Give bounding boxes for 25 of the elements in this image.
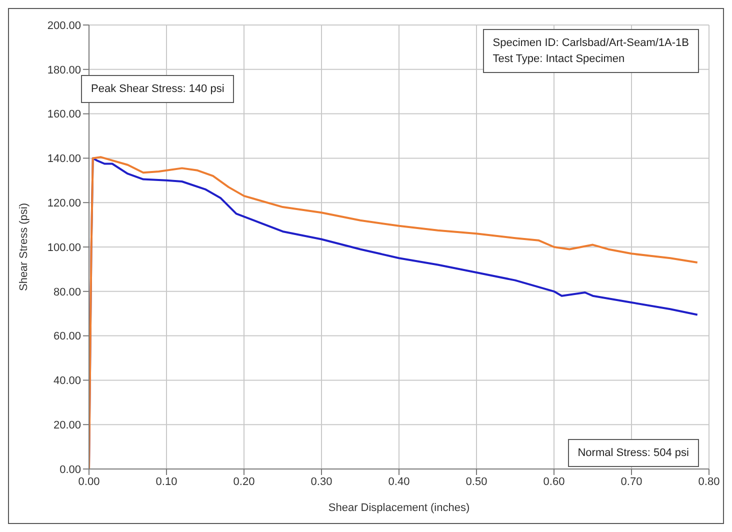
x-tick-label: 0.80	[698, 476, 720, 488]
y-tick-label: 180.00	[47, 64, 81, 76]
x-tick-label: 0.50	[466, 476, 488, 488]
y-tick-label: 200.00	[47, 20, 81, 32]
x-tick-label: 0.70	[620, 476, 642, 488]
y-tick-label: 160.00	[47, 108, 81, 121]
x-tick-label: 0.00	[78, 476, 100, 488]
y-tick-label: 120.00	[47, 198, 81, 210]
x-tick-label: 0.10	[156, 476, 178, 488]
y-tick-label: 40.00	[53, 375, 81, 388]
y-tick-label: 80.00	[53, 286, 81, 298]
y-tick-label: 140.00	[47, 153, 81, 166]
annotation: Normal Stress: 504 psi	[568, 439, 699, 467]
annotation: Peak Shear Stress: 140 psi	[81, 75, 234, 103]
x-tick-label: 0.30	[310, 476, 332, 488]
y-tick-label: 20.00	[53, 420, 81, 432]
y-tick-label: 60.00	[53, 330, 81, 343]
x-tick-label: 0.40	[388, 476, 410, 488]
x-axis-title: Shear Displacement (inches)	[328, 502, 470, 514]
y-tick-label: 0.00	[60, 464, 81, 476]
x-tick-label: 0.20	[233, 476, 255, 488]
annotation: Specimen ID: Carlsbad/Art-Seam/1A-1B Test Type: Intact Specimen	[482, 29, 699, 73]
y-axis-title: Shear Stress (psi)	[18, 202, 30, 292]
y-tick-label: 100.00	[47, 242, 81, 254]
x-tick-label: 0.60	[543, 476, 565, 488]
